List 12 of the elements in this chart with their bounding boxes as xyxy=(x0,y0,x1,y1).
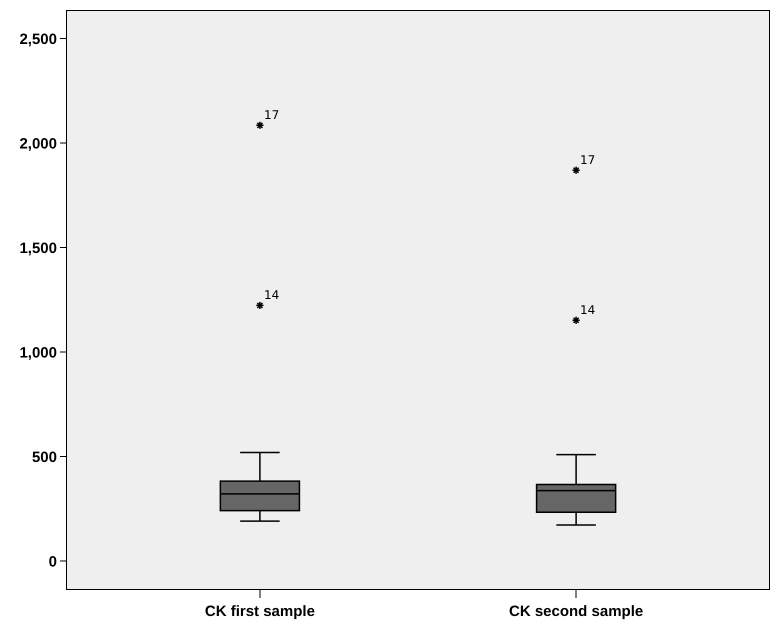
y-tick-label: 0 xyxy=(48,553,57,570)
annotation: 14 xyxy=(580,303,596,317)
annotation: 14 xyxy=(264,288,280,302)
annotation: 17 xyxy=(580,153,596,167)
y-tick-label: 2,000 xyxy=(19,135,57,152)
annotation: 17 xyxy=(264,108,280,122)
x-tick-label: CK second sample xyxy=(509,603,644,620)
y-tick-label: 2,500 xyxy=(19,30,57,48)
y-tick-label: 1,500 xyxy=(19,240,57,257)
y-tick-label: 1,000 xyxy=(19,344,57,362)
y-tick-label: 500 xyxy=(32,448,57,466)
x-tick-label: CK first sample xyxy=(204,603,315,620)
